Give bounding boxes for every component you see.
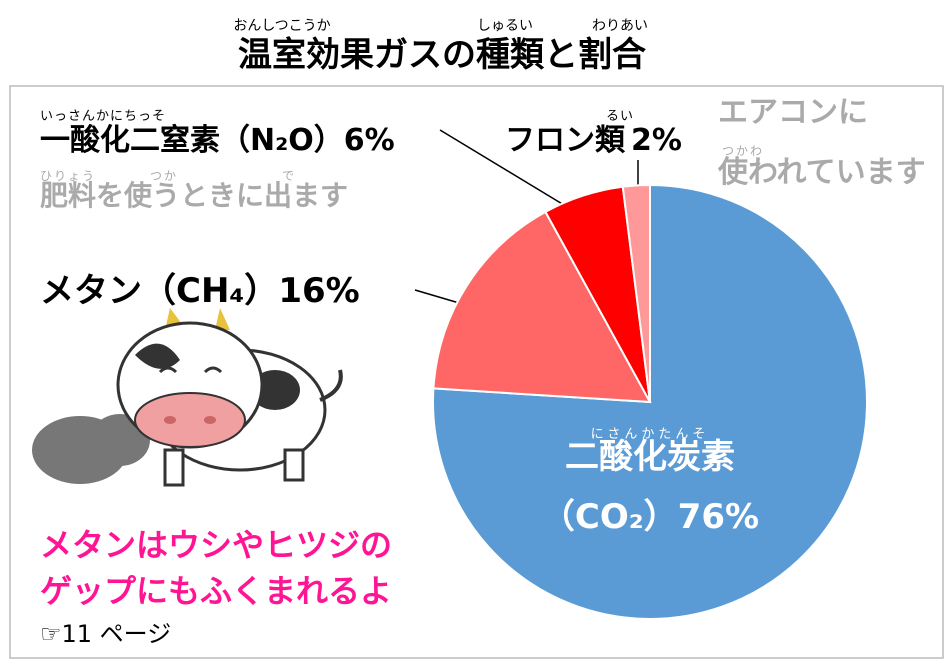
note: メタンはウシやヒツジの bbox=[40, 526, 392, 564]
note-ruby: ひりょう bbox=[40, 169, 96, 183]
value-label: 6% bbox=[344, 123, 395, 158]
label-ruby: にさんかたんそ bbox=[591, 427, 710, 442]
formula: （N₂O） bbox=[220, 123, 344, 158]
category-name: フロン類 bbox=[505, 123, 626, 158]
formula: （CO₂） bbox=[541, 497, 678, 537]
label-ruby: いっさんかにちっそ bbox=[40, 109, 166, 124]
note-ruby: つかわ bbox=[722, 144, 764, 158]
slice-label: 一酸化二窒素（N₂O）6% bbox=[40, 123, 395, 158]
note: ゲップにもふくまれるよ bbox=[40, 572, 392, 610]
title-ruby: おんしつこうか しゅるい わりあい bbox=[233, 18, 648, 34]
category-name: メタン bbox=[40, 271, 142, 311]
pie-slice bbox=[432, 210, 652, 404]
cow-illustration bbox=[32, 308, 343, 487]
formula: （CH₄） bbox=[142, 271, 278, 311]
category-name: 一酸化二窒素 bbox=[40, 123, 220, 158]
note-ruby: つか bbox=[150, 169, 178, 183]
value-label: 76% bbox=[678, 497, 759, 537]
slice-label: （CO₂）76% bbox=[541, 497, 759, 537]
slice-label: メタン（CH₄）16% bbox=[40, 271, 360, 311]
note: エアコンに bbox=[718, 95, 868, 130]
note: 肥料を使うときに出ます bbox=[40, 179, 348, 212]
label-ruby: るい bbox=[606, 109, 634, 124]
category-name: 二酸化炭素 bbox=[565, 437, 735, 477]
pie-slice bbox=[621, 183, 651, 403]
chart-title: 温室効果ガスの種類と割合 bbox=[238, 35, 646, 75]
frame bbox=[9, 85, 944, 659]
value-label: 16% bbox=[278, 271, 359, 311]
note-ruby: で bbox=[282, 169, 296, 183]
slice-label: 二酸化炭素 bbox=[565, 437, 735, 477]
note: 使われています bbox=[717, 155, 926, 190]
value-label: 2% bbox=[631, 123, 682, 158]
note: ☞11 ページ bbox=[40, 620, 171, 648]
slice-label: フロン類 2% bbox=[505, 123, 682, 158]
